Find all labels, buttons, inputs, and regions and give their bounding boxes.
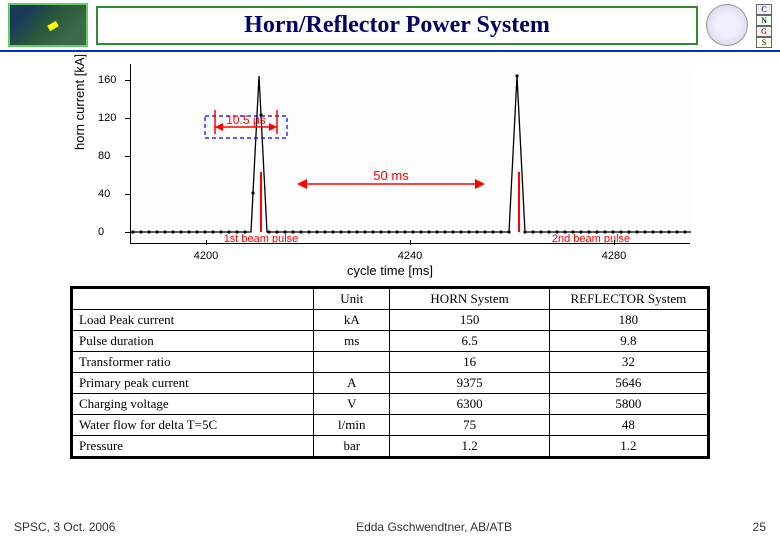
table-row: Primary peak current A 9375 5646: [72, 373, 709, 394]
horn-current-chart: horn current [kA] cycle time [ms] 10.5 μ…: [70, 60, 710, 280]
chart-xlabel: cycle time [ms]: [347, 263, 433, 278]
gap-label: 50 ms: [373, 168, 409, 183]
cngs-logo-icon: C N G S: [756, 4, 772, 46]
table-header-row: Unit HORN System REFLECTOR System: [72, 288, 709, 310]
xtick: 4200: [194, 250, 218, 262]
ytick: 0: [98, 226, 104, 238]
footer-right: 25: [753, 520, 766, 534]
slide-title: Horn/Reflector Power System: [96, 6, 698, 45]
ytick: 160: [98, 74, 116, 86]
col-blank: [72, 288, 314, 310]
col-horn: HORN System: [390, 288, 549, 310]
footer-center: Edda Gschwendtner, AB/ATB: [356, 520, 512, 534]
footer-left: SPSC, 3 Oct. 2006: [14, 520, 115, 534]
pulse1-label: 1st beam pulse: [224, 233, 299, 244]
pulse2-label: 2nd beam pulse: [552, 233, 630, 244]
chart-markers: [131, 74, 686, 233]
pulse-width-label: 10.5 μs: [226, 113, 266, 127]
cern-logo-icon: [706, 4, 748, 46]
table-row: Water flow for delta T=5C l/min 75 48: [72, 415, 709, 436]
europe-map-icon: [8, 3, 88, 47]
xtick: 4240: [398, 250, 422, 262]
table-row: Charging voltage V 6300 5800: [72, 394, 709, 415]
table-row: Pressure bar 1.2 1.2: [72, 436, 709, 458]
table-row: Pulse duration ms 6.5 9.8: [72, 331, 709, 352]
slide-header: Horn/Reflector Power System C N G S: [0, 0, 780, 52]
ytick: 40: [98, 188, 110, 200]
chart-svg: 10.5 μs 50 ms 1st beam pulse 2nd beam pu…: [131, 64, 691, 244]
chart-plot-area: 10.5 μs 50 ms 1st beam pulse 2nd beam pu…: [130, 64, 690, 244]
ytick: 80: [98, 150, 110, 162]
xtick: 4280: [602, 250, 626, 262]
table-body: Load Peak current kA 150 180 Pulse durat…: [72, 310, 709, 458]
table-row: Transformer ratio 16 32: [72, 352, 709, 373]
table-row: Load Peak current kA 150 180: [72, 310, 709, 331]
col-reflector: REFLECTOR System: [549, 288, 708, 310]
ytick: 120: [98, 112, 116, 124]
col-unit: Unit: [314, 288, 390, 310]
slide-footer: SPSC, 3 Oct. 2006 Edda Gschwendtner, AB/…: [0, 520, 780, 534]
chart-ylabel: horn current [kA]: [72, 54, 87, 150]
parameters-table: Unit HORN System REFLECTOR System Load P…: [70, 286, 710, 459]
